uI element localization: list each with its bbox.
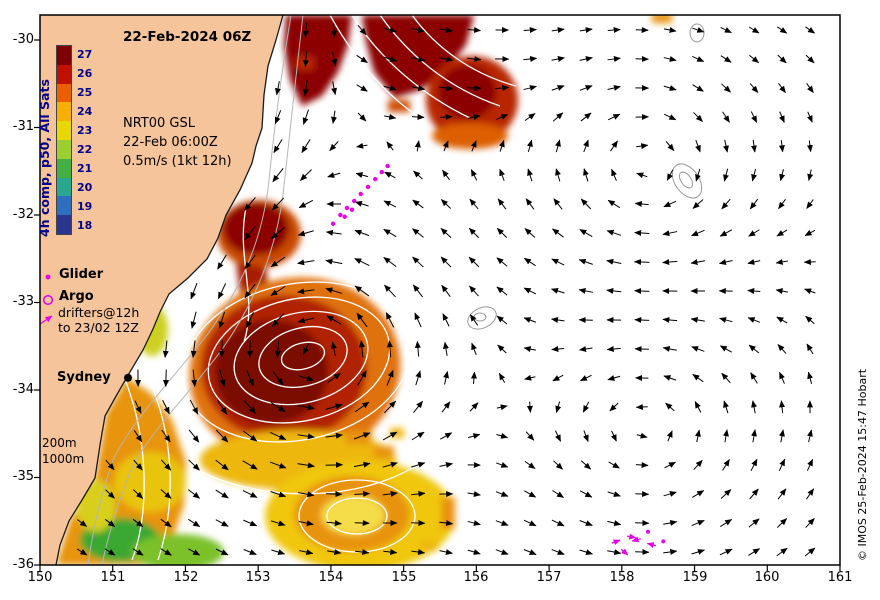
y-tick-label--35: -35 [12,469,34,484]
legend-drifters-label-1: drifters@12h [58,305,140,320]
city-marker-sydney [124,373,132,382]
colorbar-tick-26: 26 [77,67,93,80]
axis-tick-marks [34,39,841,571]
product-name-label: NRT00 GSL [123,116,195,131]
x-tick-label-153: 153 [245,570,271,585]
glider-legend-dot-icon [45,274,51,280]
drifter-markers [611,529,666,556]
colorbar-tick-23: 23 [77,124,93,137]
x-tick-label-158: 158 [609,570,635,585]
colorbar-tick-22: 22 [77,143,93,156]
x-tick-label-154: 154 [318,570,344,585]
y-tick-label--30: -30 [12,32,34,47]
y-tick-label--36: -36 [12,557,34,572]
colorbar-tick-20: 20 [77,181,93,194]
x-tick-label-150: 150 [27,570,53,585]
colorbar-tick-24: 24 [77,105,93,118]
legend-argo-label: Argo [59,289,94,304]
coastline [55,15,284,565]
credit-label: © IMOS 25-Feb-2024 15:47 Hobart [856,368,869,561]
x-tick-label-155: 155 [391,570,417,585]
y-tick-label--32: -32 [12,207,34,222]
x-tick-label-161: 161 [827,570,853,585]
colorbar-tick-27: 27 [77,48,93,61]
plot-border [39,14,841,566]
vector-scale-label: 0.5m/s (1kt 12h) [123,154,232,169]
x-tick-label-159: 159 [682,570,708,585]
land-mass [40,15,283,565]
bathymetry-contours [87,15,304,565]
y-tick-label--31: -31 [12,119,34,134]
current-vectors [76,22,816,557]
depth-label-200m: 200m [42,436,77,450]
x-tick-label-160: 160 [754,570,780,585]
colorbar-tick-18: 18 [77,219,93,232]
y-tick-label--34: -34 [12,382,34,397]
colorbar-tick-19: 19 [77,200,93,213]
y-tick-label--33: -33 [12,294,34,309]
bathymetry-contour-200m [87,15,292,565]
colorbar-title: 4h comp, p50, All Sats [37,79,52,237]
x-tick-label-157: 157 [536,570,562,585]
x-tick-label-156: 156 [463,570,489,585]
colorbar-tick-21: 21 [77,162,93,175]
city-label-sydney: Sydney [57,370,111,385]
argo-legend-circle-icon [42,294,54,306]
x-tick-label-151: 151 [100,570,126,585]
legend-drifters-label-2: to 23/02 12Z [58,320,139,335]
product-time-label: 22-Feb 06:00Z [123,135,218,150]
streamlines [125,15,517,561]
sst-colorbar [56,45,72,235]
x-tick-label-152: 152 [173,570,199,585]
ssh-contours [467,23,705,330]
colorbar-tick-25: 25 [77,86,93,99]
bathymetry-contour-1000m [101,15,304,565]
depth-label-1000m: 1000m [42,452,85,466]
glider-track [330,163,390,226]
legend-glider-label: Glider [59,267,104,282]
drifter-legend-arrow-icon [40,315,53,325]
analysis-datetime-label: 22-Feb-2024 06Z [123,29,252,45]
